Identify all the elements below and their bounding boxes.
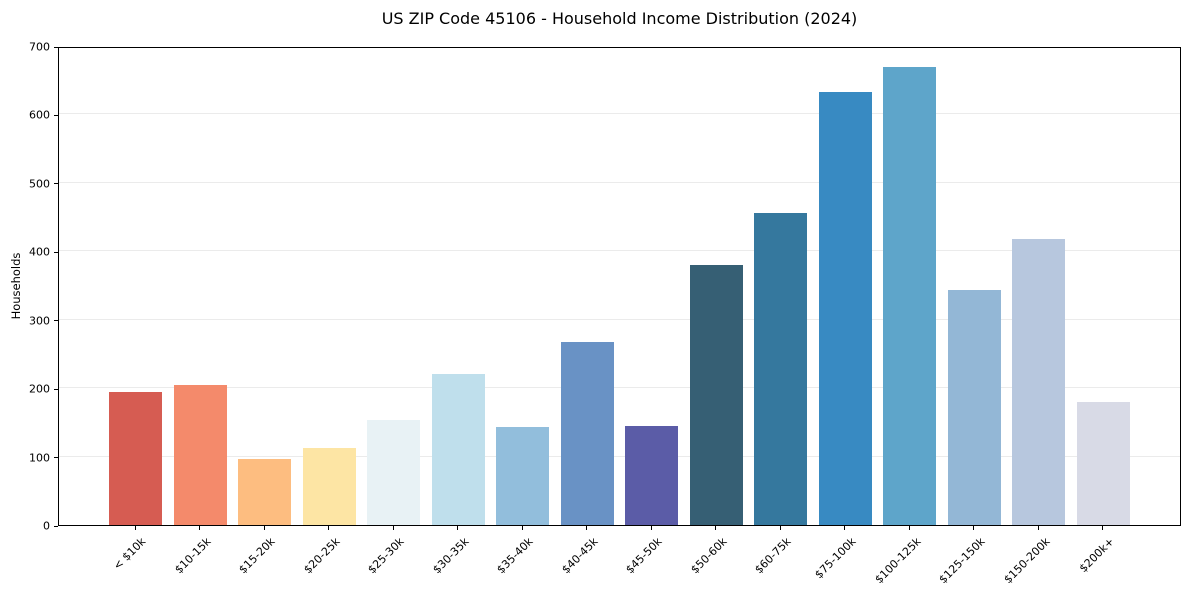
chart-title: US ZIP Code 45106 - Household Income Dis… bbox=[381, 9, 858, 28]
x-axis-tick bbox=[1102, 526, 1104, 530]
bar bbox=[238, 459, 292, 525]
bar bbox=[367, 419, 421, 525]
y-axis-tick bbox=[54, 46, 58, 48]
bar bbox=[818, 91, 872, 525]
bar bbox=[560, 341, 614, 525]
x-axis-tick-label: $45-50k bbox=[623, 535, 665, 577]
bar bbox=[431, 373, 485, 525]
bar bbox=[1076, 401, 1130, 525]
x-axis-tick bbox=[650, 526, 652, 530]
bar bbox=[883, 66, 937, 525]
bar bbox=[173, 384, 227, 525]
x-axis-tick-label: $25-30k bbox=[365, 535, 407, 577]
x-axis-tick-label: $20-25k bbox=[301, 535, 343, 577]
x-axis-tick bbox=[263, 526, 265, 530]
gridline bbox=[59, 387, 1180, 389]
x-axis-tick bbox=[521, 526, 523, 530]
y-axis-tick bbox=[54, 183, 58, 185]
x-axis-tick bbox=[973, 526, 975, 530]
bar bbox=[302, 448, 356, 525]
gridline bbox=[59, 318, 1180, 320]
x-axis-tick bbox=[199, 526, 201, 530]
x-axis-tick bbox=[134, 526, 136, 530]
gridline bbox=[59, 250, 1180, 252]
x-axis-tick-label: $75-100k bbox=[812, 535, 859, 582]
y-axis-label: Households bbox=[9, 252, 23, 320]
y-axis-tick bbox=[54, 251, 58, 253]
gridline bbox=[59, 181, 1180, 183]
x-axis-tick-label: $15-20k bbox=[236, 535, 278, 577]
x-axis-tick-label: $125-150k bbox=[936, 535, 988, 587]
x-axis-tick-label: $200k+ bbox=[1076, 535, 1117, 576]
bar bbox=[1012, 238, 1066, 525]
x-axis-tick-label: $10-15k bbox=[171, 535, 214, 577]
bar bbox=[496, 427, 550, 525]
y-axis-tick bbox=[54, 457, 58, 459]
y-axis-tick bbox=[54, 388, 58, 390]
y-axis-tick-label: 200 bbox=[29, 382, 50, 396]
x-axis-tick bbox=[1037, 526, 1039, 530]
y-axis-tick-label: 300 bbox=[29, 314, 50, 328]
x-axis-tick-label: $35-40k bbox=[494, 535, 536, 577]
x-axis-tick-label: $60-75k bbox=[752, 535, 795, 577]
bar bbox=[754, 212, 808, 525]
bar bbox=[109, 391, 162, 525]
gridline bbox=[59, 455, 1180, 457]
y-axis-tick-label: 0 bbox=[43, 519, 50, 533]
y-axis-tick bbox=[54, 320, 58, 322]
y-axis-tick bbox=[54, 114, 58, 116]
x-axis-tick-label: $150-200k bbox=[1000, 535, 1053, 587]
x-axis-tick bbox=[779, 526, 781, 530]
bar bbox=[625, 425, 679, 525]
x-axis-tick-label: $50-60k bbox=[688, 535, 730, 577]
gridline bbox=[59, 113, 1180, 115]
x-axis-tick-label: < $10k bbox=[111, 535, 149, 573]
x-axis-tick bbox=[908, 526, 910, 530]
y-axis-tick-label: 100 bbox=[29, 451, 50, 465]
y-axis-tick-label: 400 bbox=[29, 245, 50, 259]
x-axis-tick bbox=[844, 526, 846, 530]
x-axis-tick bbox=[392, 526, 394, 530]
x-axis-tick-label: $30-35k bbox=[430, 535, 472, 577]
plot-area bbox=[58, 47, 1181, 526]
bar bbox=[689, 264, 743, 525]
x-axis-tick-label: $100-125k bbox=[871, 535, 924, 587]
y-axis-tick-label: 500 bbox=[29, 177, 50, 191]
x-axis-tick bbox=[715, 526, 717, 530]
x-axis-tick bbox=[457, 526, 459, 530]
x-axis-tick bbox=[586, 526, 588, 530]
y-axis-tick-label: 700 bbox=[29, 40, 50, 54]
x-axis-tick-label: $40-45k bbox=[559, 535, 601, 577]
y-axis-tick bbox=[54, 525, 58, 527]
bar bbox=[947, 289, 1001, 525]
x-axis-tick bbox=[328, 526, 330, 530]
y-axis-tick-label: 600 bbox=[29, 108, 50, 122]
